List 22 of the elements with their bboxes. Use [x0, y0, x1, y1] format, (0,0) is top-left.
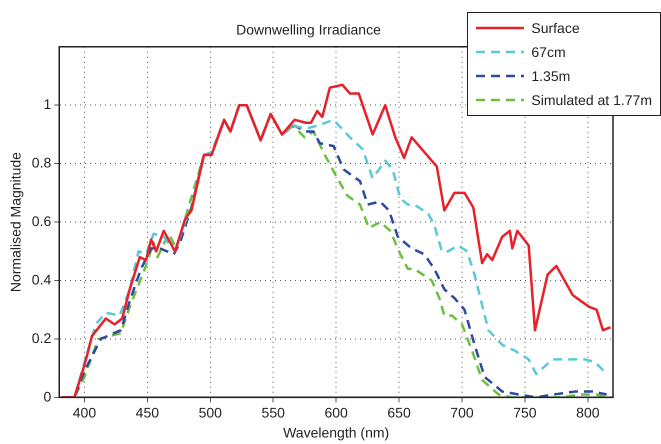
- legend-label: 67cm: [531, 44, 566, 60]
- x-tick-label: 600: [324, 404, 348, 421]
- y-tick-label: 0.4: [32, 271, 52, 288]
- x-tick-label: 650: [387, 404, 411, 421]
- legend-label: Surface: [531, 20, 580, 36]
- y-tick-label: 0: [43, 388, 52, 404]
- y-tick-label: 0.8: [32, 154, 52, 171]
- legend-label: 1.35m: [531, 68, 570, 84]
- x-tick-label: 400: [72, 404, 96, 421]
- x-axis-title: Wavelength (nm): [283, 424, 390, 440]
- y-tick-label: 0.6: [32, 212, 52, 229]
- y-tick-label: 0.2: [32, 330, 52, 346]
- legend-label: Simulated at 1.77m: [531, 92, 652, 108]
- x-tick-label: 500: [198, 404, 222, 421]
- x-tick-label: 700: [450, 404, 474, 421]
- y-tick-label: 1: [43, 96, 52, 112]
- x-tick-label: 800: [576, 404, 600, 421]
- x-tick-label: 750: [513, 404, 537, 421]
- x-tick-label: 550: [262, 404, 286, 421]
- chart-title: Downwelling Irradiance: [236, 21, 382, 38]
- y-axis-title: Normalised Magnitude: [7, 152, 24, 292]
- x-tick-label: 450: [136, 404, 160, 421]
